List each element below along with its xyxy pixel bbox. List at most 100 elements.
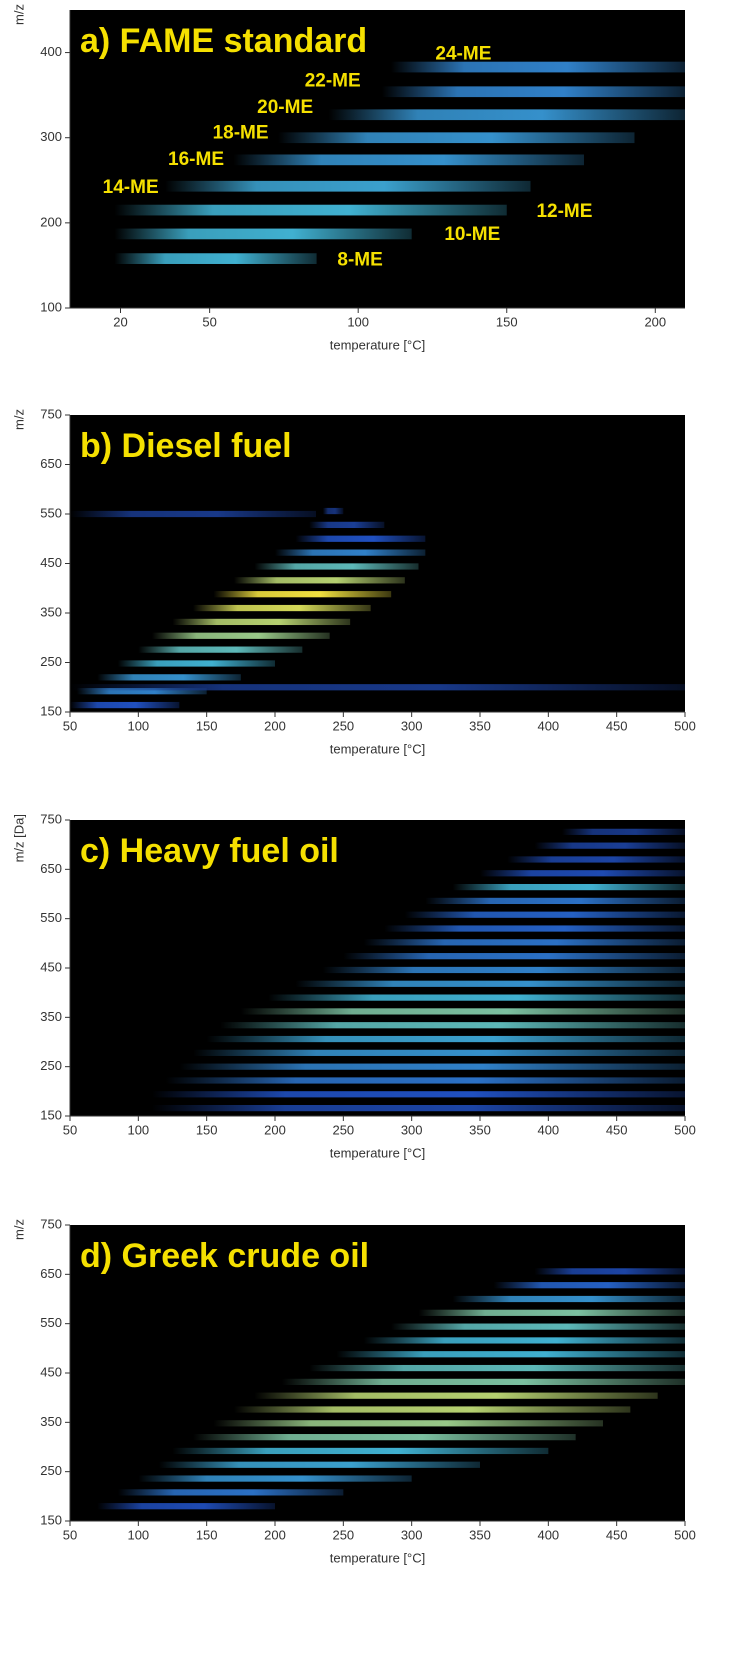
y-tick-label: 250 bbox=[40, 654, 62, 669]
heat-streak bbox=[70, 701, 180, 709]
x-tick-label: 400 bbox=[537, 718, 559, 733]
x-tick-label: 200 bbox=[644, 314, 666, 329]
x-axis-label: temperature [°C] bbox=[330, 337, 426, 352]
heat-streak bbox=[117, 1489, 344, 1496]
heat-streak bbox=[172, 1447, 549, 1455]
y-tick-label: 550 bbox=[40, 505, 62, 520]
heat-streak bbox=[322, 507, 344, 515]
heat-streak bbox=[480, 870, 685, 877]
peak-label: 16-ME bbox=[168, 149, 224, 170]
heat-streak bbox=[390, 61, 685, 73]
peak-label: 12-ME bbox=[536, 201, 592, 222]
y-tick-label: 150 bbox=[40, 703, 62, 718]
y-tick-label: 350 bbox=[40, 1414, 62, 1429]
x-tick-label: 350 bbox=[469, 1122, 491, 1137]
heat-streak bbox=[138, 646, 303, 653]
heat-streak bbox=[534, 1268, 685, 1275]
heat-streak bbox=[452, 1295, 685, 1303]
heat-streak bbox=[254, 1392, 658, 1399]
y-tick-label: 750 bbox=[40, 1216, 62, 1231]
heat-streak bbox=[404, 911, 685, 918]
x-tick-label: 400 bbox=[537, 1527, 559, 1542]
y-tick-label: 650 bbox=[40, 1266, 62, 1281]
heat-streak bbox=[493, 1282, 685, 1289]
x-axis-label: temperature [°C] bbox=[330, 1550, 426, 1565]
y-tick-label: 200 bbox=[40, 214, 62, 229]
heat-streak bbox=[452, 883, 685, 891]
y-tick-label: 450 bbox=[40, 1364, 62, 1379]
heat-streak bbox=[234, 577, 405, 584]
heat-streak bbox=[295, 980, 685, 987]
x-tick-label: 50 bbox=[63, 718, 77, 733]
heat-streak bbox=[534, 842, 685, 849]
y-tick-label: 550 bbox=[40, 910, 62, 925]
heat-streak bbox=[70, 684, 685, 691]
heat-streak bbox=[114, 204, 507, 216]
x-tick-label: 150 bbox=[496, 314, 518, 329]
x-tick-label: 450 bbox=[606, 718, 628, 733]
heat-streak bbox=[97, 1503, 275, 1510]
x-tick-label: 450 bbox=[606, 1122, 628, 1137]
peak-label: 18-ME bbox=[213, 122, 269, 143]
heat-streak bbox=[76, 688, 207, 695]
x-tick-label: 150 bbox=[196, 1527, 218, 1542]
x-tick-label: 250 bbox=[332, 1122, 354, 1137]
x-tick-label: 100 bbox=[127, 1527, 149, 1542]
heat-streak bbox=[152, 1104, 685, 1112]
x-tick-label: 200 bbox=[264, 718, 286, 733]
x-tick-label: 450 bbox=[606, 1527, 628, 1542]
y-tick-label: 750 bbox=[40, 406, 62, 421]
heat-streak bbox=[165, 1077, 685, 1084]
heat-streak bbox=[179, 1063, 686, 1070]
y-tick-label: 250 bbox=[40, 1463, 62, 1478]
x-tick-label: 50 bbox=[63, 1122, 77, 1137]
heat-streak bbox=[384, 925, 685, 932]
x-tick-label: 50 bbox=[202, 314, 216, 329]
x-tick-label: 150 bbox=[196, 718, 218, 733]
y-tick-label: 450 bbox=[40, 959, 62, 974]
heat-streak bbox=[275, 549, 426, 556]
heat-streak bbox=[114, 253, 317, 264]
x-tick-label: 300 bbox=[401, 1122, 423, 1137]
heat-streak bbox=[295, 535, 426, 542]
heat-streak bbox=[281, 1378, 685, 1385]
heat-streak bbox=[391, 1323, 685, 1330]
y-tick-label: 100 bbox=[40, 299, 62, 314]
heat-streak bbox=[254, 563, 419, 570]
heat-streak bbox=[97, 674, 241, 681]
heat-streak bbox=[193, 1434, 576, 1441]
y-tick-label: 750 bbox=[40, 811, 62, 826]
x-tick-label: 500 bbox=[674, 1122, 696, 1137]
heat-streak bbox=[233, 154, 584, 166]
x-tick-label: 200 bbox=[264, 1122, 286, 1137]
heat-streak bbox=[336, 1351, 685, 1358]
y-tick-label: 400 bbox=[40, 44, 62, 59]
heat-streak bbox=[117, 660, 275, 667]
x-tick-label: 350 bbox=[469, 718, 491, 733]
y-tick-label: 350 bbox=[40, 1009, 62, 1024]
x-tick-label: 500 bbox=[674, 718, 696, 733]
panel-title: a) FAME standard bbox=[80, 22, 367, 60]
y-tick-label: 550 bbox=[40, 1315, 62, 1330]
y-tick-label: 650 bbox=[40, 861, 62, 876]
heat-streak bbox=[172, 618, 351, 626]
y-tick-label: 650 bbox=[40, 456, 62, 471]
x-axis-label: temperature [°C] bbox=[330, 1145, 426, 1160]
heat-streak bbox=[234, 1406, 631, 1413]
heat-streak bbox=[343, 953, 685, 960]
heat-streak bbox=[328, 109, 685, 121]
x-tick-label: 200 bbox=[264, 1527, 286, 1542]
heat-streak bbox=[193, 1049, 685, 1056]
y-tick-label: 150 bbox=[40, 1107, 62, 1122]
x-tick-label: 20 bbox=[113, 314, 127, 329]
x-tick-label: 250 bbox=[332, 718, 354, 733]
heat-streak bbox=[381, 86, 685, 98]
heat-streak bbox=[562, 828, 685, 835]
x-tick-label: 100 bbox=[127, 718, 149, 733]
y-axis-label: m/z bbox=[11, 409, 26, 430]
heat-streak bbox=[309, 1364, 685, 1372]
heat-streak bbox=[363, 939, 685, 946]
heat-streak bbox=[322, 966, 685, 974]
